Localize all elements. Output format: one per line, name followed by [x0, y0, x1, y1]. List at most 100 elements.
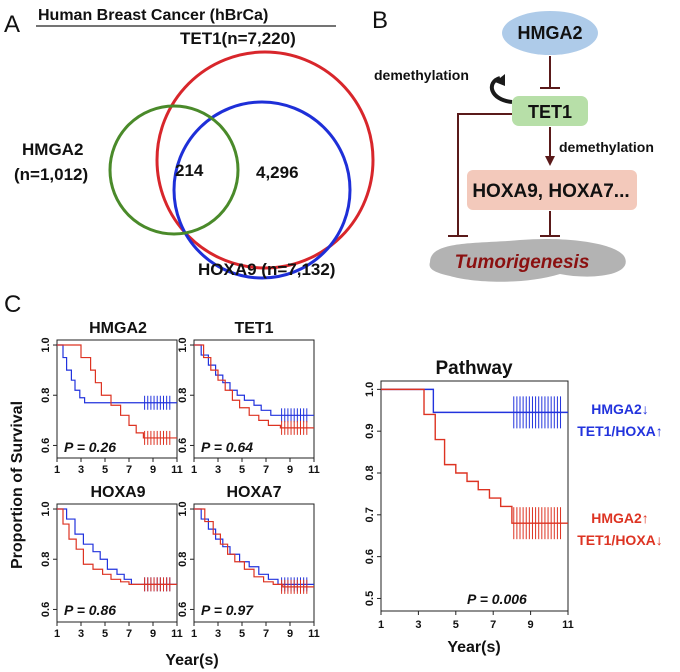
x-tick-label: 3: [415, 619, 421, 631]
x-tick-label: 1: [191, 464, 197, 476]
targets-node-label: HOXA9, HOXA7...: [472, 181, 629, 202]
x-tick-label: 5: [239, 628, 245, 640]
survival-curve-hmga2-blue: [57, 344, 177, 404]
survival-curve-tet1-blue: [194, 344, 314, 416]
y-tick-label: 0.9: [364, 424, 376, 439]
self-demethylation-arrowhead: [495, 74, 505, 86]
x-tick-label: 7: [263, 464, 269, 476]
x-tick-label: 11: [308, 628, 320, 640]
y-tick-label: 1.0: [364, 382, 376, 397]
survival-curve-hoxa9-blue: [57, 508, 177, 585]
survival-curve-tet1-red: [194, 344, 314, 429]
km-pvalue-hmga2: P = 0.26: [64, 439, 116, 455]
x-tick-label: 9: [287, 628, 293, 640]
y-tick-label: 1.0: [40, 337, 52, 352]
x-tick-label: 9: [287, 464, 293, 476]
pathway-blue-label-line2: TET1/HOXA↑: [577, 423, 663, 439]
x-tick-label: 3: [78, 464, 84, 476]
tet1-inhibit-tumor-line: [457, 113, 512, 236]
tumor-cloud: [429, 238, 626, 282]
venn-hmga2-label-line1: HMGA2: [22, 140, 83, 159]
tet1-node: [512, 96, 588, 126]
plot-frame-hoxa7: [193, 503, 315, 623]
x-tick-label: 11: [562, 619, 574, 631]
x-tick-label: 9: [528, 619, 534, 631]
y-tick-label: 0.8: [177, 388, 189, 403]
x-tick-label: 7: [126, 464, 132, 476]
tet1-node-label: TET1: [528, 102, 572, 122]
venn-tet1-circle: [155, 50, 375, 270]
km-title-pathway: Pathway: [435, 358, 513, 379]
up-arrow-icon: ↑: [656, 423, 663, 439]
km-plot-tet1: TET1 P = 0.64 1 3 5 7 9 11 0.6 0.8 1.0: [177, 320, 320, 476]
venn-overlap-all: 214: [175, 161, 204, 180]
x-tick-label: 11: [171, 628, 183, 640]
y-tick-label: 0.8: [40, 388, 52, 403]
x-tick-label: 1: [191, 628, 197, 640]
x-tick-label: 1: [54, 464, 60, 476]
x-tick-label: 9: [150, 464, 156, 476]
panel-c-letter: C: [4, 291, 21, 318]
km-plot-hoxa9: HOXA9 P = 0.86 1 3 5 7 9 11 0.6 0.8 1.0: [40, 484, 183, 640]
x-tick-label: 7: [263, 628, 269, 640]
demethylation-label-left: demethylation: [374, 67, 469, 83]
y-tick-label: 0.8: [40, 552, 52, 567]
venn-tet1-label: TET1(n=7,220): [180, 29, 296, 48]
plot-frame-hoxa9: [56, 503, 178, 623]
down-arrow-icon: ↓: [656, 532, 663, 548]
pathway-red-label-genes: TET1/HOXA: [577, 532, 656, 548]
x-tick-label: 11: [308, 464, 320, 476]
hmga2-node-label: HMGA2: [517, 23, 582, 43]
x-tick-label: 11: [171, 464, 183, 476]
y-axis-label: Proportion of Survival: [9, 401, 26, 569]
venn-hmga2-circle: [108, 104, 240, 236]
km-title-hoxa7: HOXA7: [226, 484, 281, 501]
venn-overlap-tet1-hoxa9: 4,296: [256, 163, 299, 182]
km-title-hmga2: HMGA2: [89, 320, 147, 337]
panel-a-letter: A: [4, 11, 20, 38]
pathway-red-label-line2: TET1/HOXA↓: [577, 532, 663, 548]
y-tick-label: 0.6: [177, 438, 189, 453]
venn-hoxa9-circle: [172, 100, 352, 280]
down-arrow-icon: ↓: [642, 401, 649, 417]
x-tick-label: 5: [453, 619, 459, 631]
y-tick-label: 1.0: [40, 501, 52, 516]
pathway-blue-label-gene: HMGA2: [591, 401, 642, 417]
survival-curve-hmga2-red: [57, 344, 177, 439]
y-tick-label: 0.8: [364, 465, 376, 480]
pathway-red-label-line1: HMGA2↑: [591, 510, 649, 526]
km-title-tet1: TET1: [234, 320, 273, 337]
up-arrow-icon: ↑: [642, 510, 649, 526]
x-tick-label: 7: [490, 619, 496, 631]
km-pvalue-pathway: P = 0.006: [467, 591, 527, 607]
venn-hmga2-label-line2: (n=1,012): [14, 165, 88, 184]
panel-b-letter: B: [372, 7, 388, 34]
tumorigenesis-label: Tumorigenesis: [455, 252, 590, 273]
x-tick-label: 3: [215, 628, 221, 640]
survival-curve-hoxa9-red: [57, 508, 177, 585]
y-tick-label: 0.5: [364, 591, 376, 606]
y-tick-label: 1.0: [177, 337, 189, 352]
pathway-red-label-gene: HMGA2: [591, 510, 642, 526]
plot-frame-hmga2: [56, 339, 178, 459]
tet1-to-targets-arrowhead: [545, 156, 555, 166]
x-tick-label: 1: [378, 619, 384, 631]
hmga2-node: [502, 11, 598, 55]
demethylation-label-right: demethylation: [559, 139, 654, 155]
x-axis-label-pathway: Year(s): [447, 639, 500, 656]
km-plot-hoxa7: HOXA7 P = 0.97 1 3 5 7 9 11 0.6 0.8 1.0: [177, 484, 320, 640]
x-tick-label: 9: [150, 628, 156, 640]
survival-curve-pathway-blue: [381, 388, 568, 414]
targets-node: [467, 170, 637, 210]
x-axis-label-small: Year(s): [165, 652, 218, 669]
pathway-blue-label-line1: HMGA2↓: [591, 401, 649, 417]
x-tick-label: 5: [102, 464, 108, 476]
km-plot-pathway: Pathway P = 0.006 HMGA2↓ TET1/HOXA↑ HMGA…: [364, 358, 663, 631]
survival-curve-pathway-red: [381, 388, 568, 524]
x-tick-label: 5: [239, 464, 245, 476]
y-tick-label: 0.6: [40, 438, 52, 453]
x-tick-label: 5: [102, 628, 108, 640]
y-tick-label: 0.8: [177, 552, 189, 567]
y-tick-label: 0.7: [364, 507, 376, 522]
panel-a-title: Human Breast Cancer (hBrCa): [38, 7, 268, 24]
